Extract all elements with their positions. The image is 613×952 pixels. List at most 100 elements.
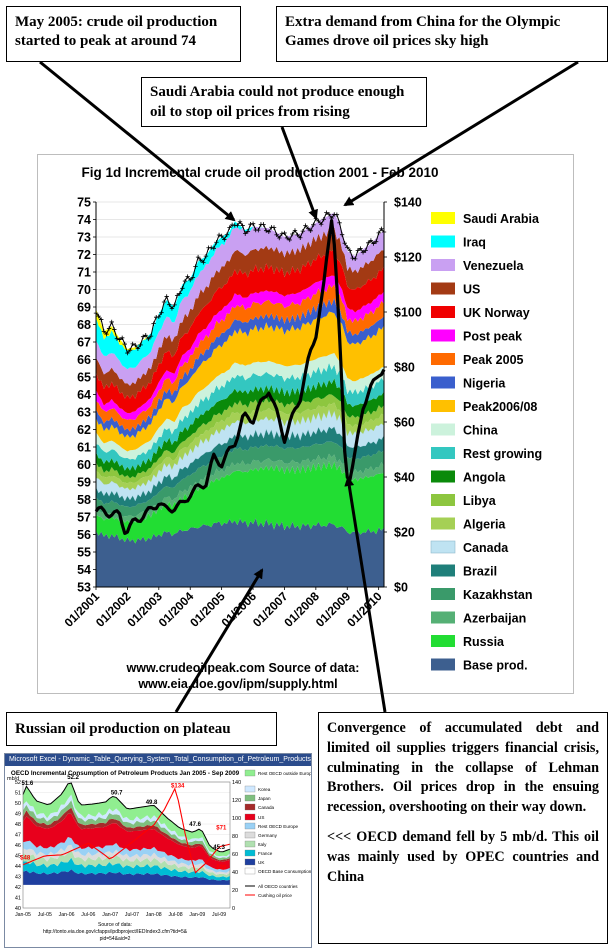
y-tick-label-right: $120: [394, 251, 422, 265]
total-production-point: [133, 342, 138, 348]
y-tick-label-right: $60: [394, 416, 415, 430]
mini-legend-label: All OECD countries: [258, 884, 298, 889]
mini-legend-swatch: [244, 813, 256, 821]
oecd-mini-chart: OECD Incremental Consumption of Petroleu…: [5, 766, 311, 947]
total-production-point: [130, 341, 135, 347]
mini-legend-swatch: [244, 858, 256, 866]
mini-legend-label: Rest OECD outside Europe: [258, 771, 311, 776]
area-angola: [96, 378, 384, 479]
area-iraq: [96, 212, 384, 370]
area-us: [96, 227, 384, 399]
y-tick-label-left: 73: [77, 231, 91, 245]
total-production-point: [211, 246, 217, 251]
legend-label: Saudi Arabia: [463, 212, 540, 226]
mini-legend-swatch: [244, 822, 256, 830]
y-tick-label-right: $40: [394, 471, 415, 485]
total-production-point: [318, 222, 324, 227]
legend-swatch: [431, 306, 455, 318]
mini-legend-label: Cushing oil price: [258, 893, 292, 898]
total-production-point: [250, 221, 256, 226]
total-production-point: [190, 275, 196, 280]
mini-legend-swatch: [244, 867, 256, 875]
mini-x-tick-label: Jan-05: [15, 912, 31, 918]
y-tick-label-left: 59: [77, 476, 91, 490]
legend-label: China: [463, 424, 499, 438]
total-production-point: [222, 237, 227, 242]
y-tick-label-right: $0: [394, 581, 408, 595]
total-production-point: [122, 341, 127, 347]
callout-saudi-arabia: Saudi Arabia could not produce enough oi…: [141, 77, 427, 127]
total-production-point: [358, 246, 363, 251]
total-production-point: [117, 337, 122, 342]
area-kazakhstan: [96, 441, 384, 517]
area-algeria: [96, 402, 384, 491]
y-tick-label-left: 72: [77, 248, 91, 262]
y-tick-label-right: $80: [394, 361, 415, 375]
y-tick-label-left: 61: [77, 441, 91, 455]
legend-swatch: [431, 212, 455, 224]
y-tick-label-left: 68: [77, 318, 91, 332]
total-production-point: [324, 210, 329, 215]
mini-chart-title: OECD Incremental Consumption of Petroleu…: [11, 770, 240, 777]
mini-y-tick-label-right: 60: [232, 852, 238, 858]
mini-y-tick-label: 40: [15, 906, 21, 912]
mini-annotation: 47.6: [189, 822, 201, 828]
total-production-point: [138, 342, 143, 348]
mini-annotation: 51.6: [22, 781, 34, 787]
legend-label: Libya: [463, 494, 497, 508]
legend-label: Canada: [463, 541, 509, 555]
mini-legend-label: Rest OECD Europe: [258, 824, 299, 829]
mini-legend-label: Germany: [258, 833, 278, 838]
callout-china-olympics: Extra demand from China for the Olympic …: [276, 6, 608, 62]
legend-label: Algeria: [463, 518, 506, 532]
total-production-point: [274, 232, 279, 238]
legend-label: Russia: [463, 635, 505, 649]
mini-area-us: [23, 813, 230, 870]
y-tick-label-left: 66: [77, 353, 91, 367]
total-production-point: [104, 331, 109, 337]
mini-area-japan: [23, 800, 230, 861]
total-production-point: [174, 293, 180, 298]
main-chart: Fig 1d Incremental crude oil production …: [62, 165, 543, 691]
total-production-point: [308, 228, 313, 234]
mini-y-tick-label: 43: [15, 875, 21, 881]
mini-legend-label: Italy: [258, 842, 267, 847]
y-tick-label-left: 56: [77, 528, 91, 542]
mini-legend-label: UK: [258, 860, 265, 865]
total-production-point: [366, 240, 371, 246]
area-uk-norway: [96, 249, 384, 414]
total-production-point: [112, 327, 117, 332]
main-chart-panel: Fig 1d Incremental crude oil production …: [37, 154, 574, 694]
total-production-point: [156, 314, 162, 320]
total-production-point: [224, 232, 230, 237]
mini-legend-label: Japan: [258, 796, 271, 801]
legend-swatch: [430, 540, 456, 554]
mini-legend-swatch: [244, 831, 256, 839]
mini-x-tick-label: Jul-06: [81, 912, 95, 918]
total-production-point: [371, 241, 376, 246]
total-production-point: [342, 240, 347, 246]
total-production-point: [148, 333, 154, 339]
total-production-point: [240, 223, 245, 228]
mini-y-tick-label-right: 140: [232, 780, 241, 786]
mini-y-tick-label: 45: [15, 854, 21, 860]
mini-legend-label: Canada: [258, 805, 275, 810]
total-production-point: [245, 229, 251, 234]
total-production-point: [339, 232, 345, 237]
total-production-point: [353, 256, 358, 262]
mini-area-canada: [23, 807, 230, 862]
total-production-point: [237, 219, 243, 224]
y-tick-label-left: 62: [77, 423, 91, 437]
total-production-point: [368, 238, 374, 243]
mini-y-tick-label: 47: [15, 833, 21, 839]
y-tick-label-left: 75: [77, 196, 91, 210]
area-peak-2005: [96, 284, 384, 432]
total-production-point: [321, 217, 326, 222]
total-production-point: [127, 347, 133, 353]
total-production-point: [290, 231, 295, 237]
legend-swatch: [431, 353, 455, 365]
mini-annotation: $71: [216, 825, 227, 831]
total-production-point: [326, 212, 332, 217]
total-production-point: [167, 302, 172, 307]
total-production-point: [96, 313, 101, 319]
